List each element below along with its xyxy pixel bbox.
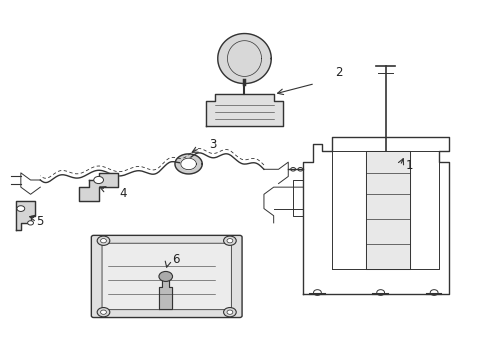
Text: 3: 3 <box>209 139 216 152</box>
Circle shape <box>97 236 110 246</box>
Circle shape <box>101 239 106 243</box>
Circle shape <box>101 310 106 314</box>
Polygon shape <box>175 154 202 174</box>
Circle shape <box>226 239 232 243</box>
Polygon shape <box>159 280 171 309</box>
Circle shape <box>97 307 110 317</box>
Polygon shape <box>366 152 409 269</box>
FancyBboxPatch shape <box>102 243 231 310</box>
Polygon shape <box>205 94 283 126</box>
Text: 4: 4 <box>119 187 126 200</box>
FancyBboxPatch shape <box>91 235 242 318</box>
Polygon shape <box>181 158 196 170</box>
Circle shape <box>226 310 232 314</box>
Text: 6: 6 <box>171 253 179 266</box>
Circle shape <box>94 176 103 184</box>
Text: 5: 5 <box>36 215 43 228</box>
Circle shape <box>28 221 33 225</box>
Polygon shape <box>79 173 118 202</box>
Text: 2: 2 <box>335 66 343 79</box>
Circle shape <box>223 307 236 317</box>
Polygon shape <box>217 33 271 84</box>
Circle shape <box>159 271 172 282</box>
Polygon shape <box>16 202 35 230</box>
Circle shape <box>17 206 25 211</box>
Circle shape <box>223 236 236 246</box>
Text: 1: 1 <box>405 159 413 172</box>
